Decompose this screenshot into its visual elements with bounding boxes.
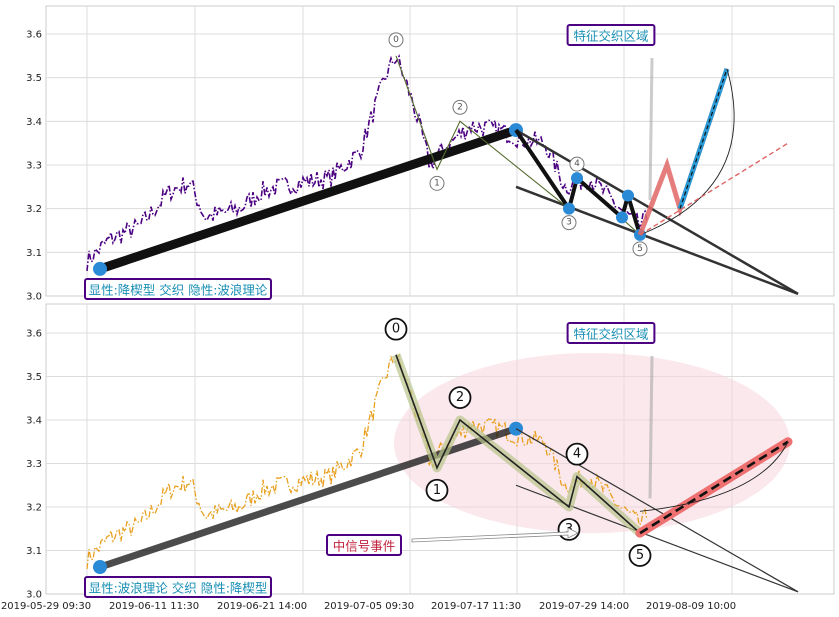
wave-label-4: 4: [574, 159, 580, 169]
annotation-text-0: 特征交织区域: [573, 29, 648, 44]
wave-label-5: 5: [636, 548, 644, 563]
x-tick-label: 2019-06-11 11:30: [109, 601, 199, 612]
y-tick-label: 3.0: [26, 590, 42, 601]
signal-arrow: [411, 527, 579, 543]
interweave-zone: [394, 353, 790, 533]
wave-label-circle-2: [452, 99, 468, 115]
wave-label-circle-2: [448, 386, 472, 410]
chart-panel-1: 3.03.13.23.33.43.53.6012345特征交织区域中信号事件显性…: [1, 303, 835, 612]
annotation-box-0: [566, 24, 656, 46]
trend-start-point: [93, 261, 107, 276]
annotation-box-2: [84, 576, 272, 598]
x-tick-label: 2019-07-17 11:30: [431, 601, 521, 612]
wave-label-0: 0: [392, 322, 400, 337]
annotation-box-1: [84, 278, 272, 300]
x-tick-label: 2019-06-21 14:00: [217, 601, 307, 612]
wave-label-0: 0: [393, 35, 399, 45]
wave-label-circle-0: [388, 32, 404, 48]
y-tick-label: 3.6: [26, 329, 42, 340]
y-tick-label: 3.1: [26, 546, 42, 557]
annotation-text-1: 中信号事件: [333, 539, 396, 554]
y-tick-label: 3.3: [26, 161, 42, 172]
annotation-box-0: [566, 322, 656, 344]
trend-start-point: [93, 560, 107, 575]
wave-path: [395, 354, 641, 534]
wedge-swing-path: [514, 128, 642, 236]
wave-label-circle-0: [384, 317, 408, 341]
wave-label-circle-4: [569, 156, 585, 172]
annotation-box-1: [326, 534, 402, 556]
y-tick-label: 3.0: [26, 292, 42, 303]
x-tick-label: 2019-05-29 09:30: [1, 601, 91, 612]
x-tick-label: 2019-07-29 14:00: [539, 601, 629, 612]
x-tick-label: 2019-07-05 09:30: [324, 601, 414, 612]
projection-red-dash: [639, 142, 789, 236]
wave-label-circle-3: [561, 215, 577, 231]
y-tick-label: 3.2: [26, 503, 42, 514]
chart-panel-0: 3.0 3.1 3.2 3.3 3.4 3.5 3.6 0 1 2 3 4 5 特征交织区域显性:降楔型 …: [26, 5, 835, 303]
wave-label-3: 3: [566, 218, 572, 228]
wave-label-circle-1: [429, 175, 445, 191]
y-tick-label: 3.6: [26, 30, 42, 41]
main-trend-line: [95, 125, 521, 274]
y-tick-label: 3.5: [26, 73, 42, 84]
feature-arrow: [648, 57, 654, 200]
wave-label-circle-5: [632, 241, 648, 257]
wave-label-1: 1: [434, 178, 440, 188]
wedge-lower-line: [515, 185, 799, 295]
projection-dash: [639, 440, 789, 535]
y-tick-label: 3.4: [26, 117, 42, 128]
annotation-text-2: 显性:波浪理论 交织 隐性:降楔型: [89, 581, 268, 596]
projection-arc: [639, 441, 789, 512]
wave-label-2: 2: [457, 102, 463, 112]
wave-label-4: 4: [573, 447, 581, 462]
wedge-upper-line: [515, 428, 799, 593]
y-tick-label: 3.1: [26, 248, 42, 259]
projection-blue-dash: [679, 68, 728, 209]
wave-label-1: 1: [433, 483, 441, 498]
swing-point-3: [622, 189, 634, 202]
wave-label-circle-1: [425, 478, 449, 502]
feature-arrow: [648, 355, 654, 499]
swing-point-0: [563, 202, 575, 215]
x-tick-label: 2019-08-09 10:00: [646, 601, 736, 612]
price-series: [86, 353, 648, 570]
projection-arc: [639, 68, 735, 236]
wedge-upper-line: [515, 128, 799, 295]
wave-label-2: 2: [456, 390, 464, 405]
y-tick-label: 3.3: [26, 459, 42, 470]
wave-label-5: 5: [637, 244, 643, 254]
wave-label-circle-5: [628, 544, 652, 567]
swing-point-2: [616, 211, 628, 224]
y-tick-label: 3.5: [26, 372, 42, 383]
wave-label-circle-4: [565, 442, 589, 466]
y-tick-label: 3.4: [26, 416, 42, 427]
y-tick-label: 3.2: [26, 204, 42, 215]
annotation-text-1: 显性:降楔型 交织 隐性:波浪理论: [89, 283, 268, 298]
swing-point-1: [571, 172, 583, 185]
annotation-text-0: 特征交织区域: [573, 327, 648, 342]
